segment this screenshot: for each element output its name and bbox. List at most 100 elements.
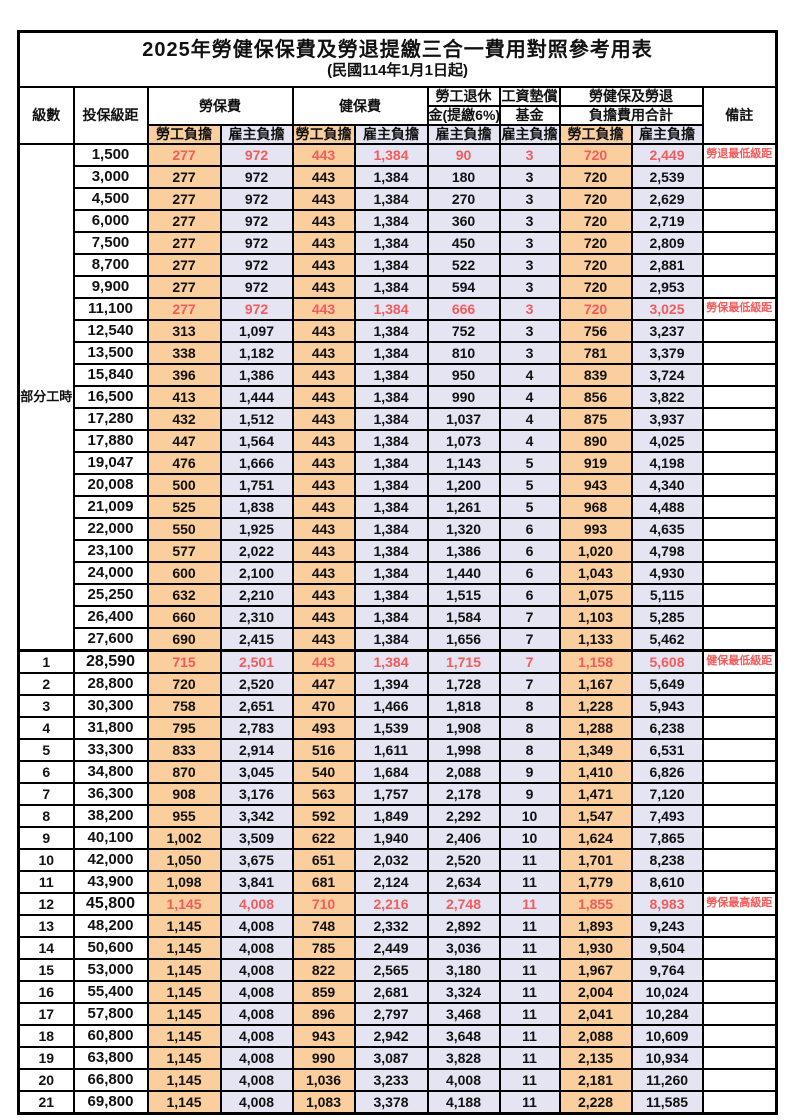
value-cell: 540 [291, 760, 356, 784]
value-cell: 720 [558, 253, 633, 277]
value-cell: 1,757 [353, 782, 429, 806]
value-cell: 11 [498, 1002, 561, 1026]
value-cell: 9,243 [630, 914, 704, 938]
table-row: 17,280 432 1,512 443 1,384 1,037 4 875 3,937 [19, 407, 778, 431]
value-cell: 8,610 [630, 870, 704, 894]
value-cell: 622 [291, 826, 356, 850]
table-row: 19,047 476 1,666 443 1,384 1,143 5 919 4,198 [19, 451, 778, 475]
value-cell: 4,188 [426, 1090, 501, 1115]
header-row-3: 勞工負擔 雇主負擔 勞工負擔 雇主負擔 雇主負擔 雇主負擔 勞工負擔 雇主負擔 [19, 124, 777, 145]
value-cell: 6,531 [630, 738, 704, 762]
remark-cell [701, 165, 778, 189]
value-cell: 443 [291, 165, 356, 189]
value-cell: 720 [558, 187, 633, 211]
value-cell: 1,539 [353, 716, 429, 740]
bracket-cell: 1,500 [72, 143, 149, 167]
remark-cell [701, 1024, 778, 1048]
table-row: 23,100 577 2,022 443 1,384 1,386 6 1,020 4,798 [19, 539, 778, 563]
value-cell: 270 [426, 187, 501, 211]
value-cell: 447 [291, 672, 356, 696]
value-cell: 1,384 [353, 143, 429, 167]
table-row: 7,500 277 972 443 1,384 450 3 720 2,809 [19, 231, 778, 255]
value-cell: 1,512 [219, 407, 294, 431]
value-cell: 522 [426, 253, 501, 277]
value-cell: 11,260 [630, 1068, 704, 1092]
remark-cell [701, 473, 778, 497]
value-cell: 1,564 [219, 429, 294, 453]
value-cell: 2,210 [219, 583, 294, 607]
value-cell: 1,410 [558, 760, 633, 784]
value-cell: 3 [498, 231, 561, 255]
value-cell: 360 [426, 209, 501, 233]
value-cell: 1,715 [426, 649, 501, 674]
remark-cell [701, 826, 778, 850]
value-cell: 1,288 [558, 716, 633, 740]
value-cell: 2,520 [219, 672, 294, 696]
value-cell: 1,050 [146, 848, 222, 872]
table-row: 15 53,000 1,145 4,008 822 2,565 3,180 11 1,967 9,… [17, 958, 778, 982]
value-cell: 2,228 [558, 1090, 633, 1115]
value-cell: 3 [498, 143, 561, 167]
value-cell: 90 [426, 143, 501, 167]
remark-cell [701, 694, 778, 718]
value-cell: 5,285 [630, 605, 704, 629]
value-cell: 1,998 [426, 738, 501, 762]
level-cell: 18 [17, 1024, 75, 1048]
value-cell: 943 [291, 1024, 356, 1048]
remark-cell: 健保最低級距 [701, 649, 778, 674]
value-cell: 3 [498, 341, 561, 365]
table-row: 11,100 277 972 443 1,384 666 3 720 3,025 勞保最低級距 [19, 297, 778, 321]
value-cell: 6,826 [630, 760, 704, 784]
value-cell: 6 [498, 517, 561, 541]
table-row: 5 33,300 833 2,914 516 1,611 1,998 8 1,349 6,531 [17, 738, 778, 762]
value-cell: 1,611 [353, 738, 429, 762]
value-cell: 450 [426, 231, 501, 255]
value-cell: 715 [146, 649, 222, 674]
table-row: 部分工時 1,500 277 972 443 1,384 90 3 720 2,449 勞退最低級距 [17, 143, 778, 652]
value-cell: 2,332 [353, 914, 429, 938]
bracket-cell: 55,400 [72, 980, 149, 1004]
value-cell: 720 [558, 297, 633, 321]
value-cell: 1,261 [426, 495, 501, 519]
value-cell: 6 [498, 583, 561, 607]
table-row: 27,600 690 2,415 443 1,384 1,656 7 1,133 5,462 [19, 627, 778, 652]
value-cell: 1,143 [426, 451, 501, 475]
value-cell: 1,133 [558, 627, 633, 652]
value-cell: 2,881 [630, 253, 704, 277]
value-cell: 277 [146, 253, 222, 277]
subheader-wage-fund-employer: 雇主負擔 [498, 124, 561, 145]
bracket-cell: 7,500 [72, 231, 149, 255]
bracket-cell: 63,800 [72, 1046, 149, 1070]
value-cell: 4 [498, 363, 561, 387]
col-header-remark: 備註 [701, 86, 778, 145]
value-cell: 1,020 [558, 539, 633, 563]
value-cell: 1,666 [219, 451, 294, 475]
bracket-cell: 48,200 [72, 914, 149, 938]
value-cell: 919 [558, 451, 633, 475]
value-cell: 4,008 [219, 1090, 294, 1115]
table-row: 13 48,200 1,145 4,008 748 2,332 2,892 11 1,893 9,… [17, 914, 778, 938]
remark-cell [701, 583, 778, 607]
bracket-cell: 33,300 [72, 738, 149, 762]
bracket-cell: 6,000 [72, 209, 149, 233]
value-cell: 1,925 [219, 517, 294, 541]
value-cell: 8 [498, 694, 561, 718]
table-row: 22,000 550 1,925 443 1,384 1,320 6 993 4,635 [19, 517, 778, 541]
table-row: 21 69,800 1,145 4,008 1,083 3,378 4,188 11 2,228… [17, 1090, 778, 1115]
value-cell: 2,406 [426, 826, 501, 850]
bracket-cell: 43,900 [72, 870, 149, 894]
value-cell: 9 [498, 782, 561, 806]
value-cell: 1,037 [426, 407, 501, 431]
remark-cell [701, 627, 778, 652]
value-cell: 1,838 [219, 495, 294, 519]
value-cell: 2,797 [353, 1002, 429, 1026]
value-cell: 1,384 [353, 407, 429, 431]
subheader-health-employee: 勞工負擔 [291, 124, 356, 145]
value-cell: 413 [146, 385, 222, 409]
bracket-cell: 16,500 [72, 385, 149, 409]
table-row: 10 42,000 1,050 3,675 651 2,032 2,520 11 1,701 8,… [17, 848, 778, 872]
value-cell: 1,386 [426, 539, 501, 563]
value-cell: 1,073 [426, 429, 501, 453]
value-cell: 3,822 [630, 385, 704, 409]
table-row: 16 55,400 1,145 4,008 859 2,681 3,324 11 2,004 10… [17, 980, 778, 1004]
